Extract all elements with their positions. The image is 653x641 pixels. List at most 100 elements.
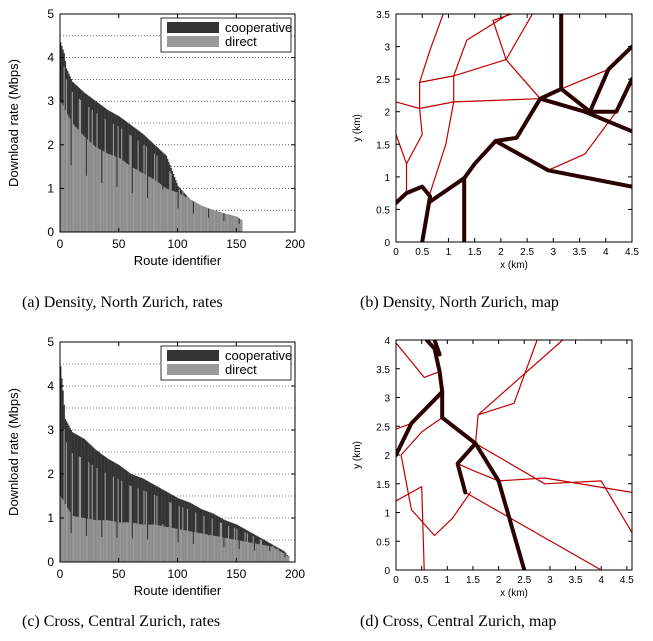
bar-direct: [225, 538, 228, 562]
bar-direct: [208, 217, 210, 232]
bar-cooperative: [144, 479, 146, 562]
bar-direct: [157, 525, 159, 562]
y-tick-label: 4: [47, 51, 54, 65]
legend-swatch-direct: [167, 364, 219, 375]
bar-direct: [271, 546, 273, 562]
bar-direct: [215, 536, 217, 562]
bar-direct: [137, 488, 139, 562]
route-thick: [396, 184, 433, 242]
bar-direct: [238, 549, 240, 562]
bar-direct: [119, 522, 122, 562]
bar-cooperative: [64, 419, 67, 562]
bar-direct: [110, 520, 112, 562]
x-tick-label: 4: [603, 247, 609, 258]
y-tick-label: 3.5: [376, 365, 390, 376]
bar-direct: [199, 533, 202, 562]
bar-direct: [130, 135, 132, 232]
bar-direct: [143, 144, 145, 232]
bar-direct: [74, 125, 76, 232]
bar-direct: [122, 160, 124, 232]
bar-direct: [276, 549, 278, 562]
bar-direct: [275, 548, 277, 562]
bar-direct: [179, 529, 182, 562]
bar-direct: [97, 520, 99, 562]
road-network: [396, 340, 632, 570]
bar-direct: [223, 547, 225, 562]
bar-cooperative: [149, 482, 151, 562]
bar-cooperative: [134, 475, 136, 562]
bar-direct: [96, 113, 98, 232]
bar-direct: [85, 535, 88, 562]
bar-direct: [90, 142, 92, 232]
bar-direct: [171, 527, 173, 562]
y-tick-label: 3: [47, 94, 54, 108]
bar-direct: [109, 154, 111, 232]
bar-direct: [67, 507, 69, 562]
bar-direct: [98, 148, 101, 232]
bar-direct: [163, 186, 165, 232]
bar-cooperative: [109, 459, 111, 562]
bar-cooperative: [72, 432, 75, 562]
bar-direct: [164, 526, 166, 562]
bar-direct: [102, 520, 104, 562]
bar-direct: [158, 525, 161, 562]
bar-cooperative: [110, 460, 112, 562]
bar-direct: [171, 190, 173, 232]
bar-direct: [87, 518, 89, 562]
y-tick-label: 1.5: [376, 480, 390, 491]
caption-a: (a) Density, North Zurich, rates: [22, 294, 223, 311]
bar-direct: [63, 66, 65, 233]
bar-direct: [89, 519, 91, 562]
bar-direct: [89, 141, 91, 232]
y-axis-title: y (km): [352, 441, 363, 469]
bar-direct: [92, 144, 95, 232]
bar-direct: [183, 196, 185, 232]
bar-direct: [84, 137, 87, 232]
bar-direct: [280, 551, 283, 562]
bar-cooperative: [122, 467, 124, 562]
bar-cooperative: [148, 481, 150, 562]
bar-direct: [209, 534, 211, 562]
bar-direct: [284, 557, 286, 562]
bar-direct: [283, 553, 285, 562]
bar-direct: [162, 524, 164, 562]
bar-direct: [166, 188, 169, 232]
bar-direct: [149, 177, 151, 232]
bar-direct: [112, 476, 115, 562]
bar-direct: [262, 544, 264, 562]
x-tick-label: 50: [112, 567, 126, 581]
bar-direct: [195, 512, 197, 562]
bar-direct: [135, 169, 137, 232]
road-thin: [464, 491, 602, 570]
legend-swatch-direct: [167, 36, 219, 47]
bar-direct: [115, 156, 117, 232]
bar-direct: [236, 216, 238, 232]
bar-direct: [77, 129, 79, 232]
bar-cooperative: [119, 466, 122, 562]
legend-label-cooperative: cooperative: [225, 348, 292, 363]
bar-direct: [219, 212, 222, 232]
bar-direct: [104, 119, 107, 232]
bar-direct: [146, 539, 149, 562]
bar-direct: [236, 528, 238, 562]
bar-direct: [71, 453, 74, 562]
x-tick-label: 1: [446, 247, 452, 258]
bar-direct: [258, 544, 260, 562]
x-tick-label: 150: [226, 237, 246, 251]
bar-cooperative: [163, 490, 165, 562]
bar-direct: [65, 442, 68, 562]
road-thin: [492, 14, 512, 61]
bar-direct: [105, 520, 108, 562]
bar-direct: [148, 524, 150, 562]
bar-cooperative: [108, 459, 110, 562]
bar-direct: [287, 556, 290, 562]
bar-cooperative: [136, 476, 138, 562]
bar-direct: [235, 216, 237, 232]
bar-direct: [91, 109, 94, 232]
bar-direct: [175, 528, 177, 562]
bar-cooperative: [238, 525, 240, 562]
bar-direct: [233, 527, 236, 562]
bar-direct: [242, 541, 244, 562]
bar-direct: [239, 219, 242, 232]
bar-direct: [220, 212, 223, 232]
